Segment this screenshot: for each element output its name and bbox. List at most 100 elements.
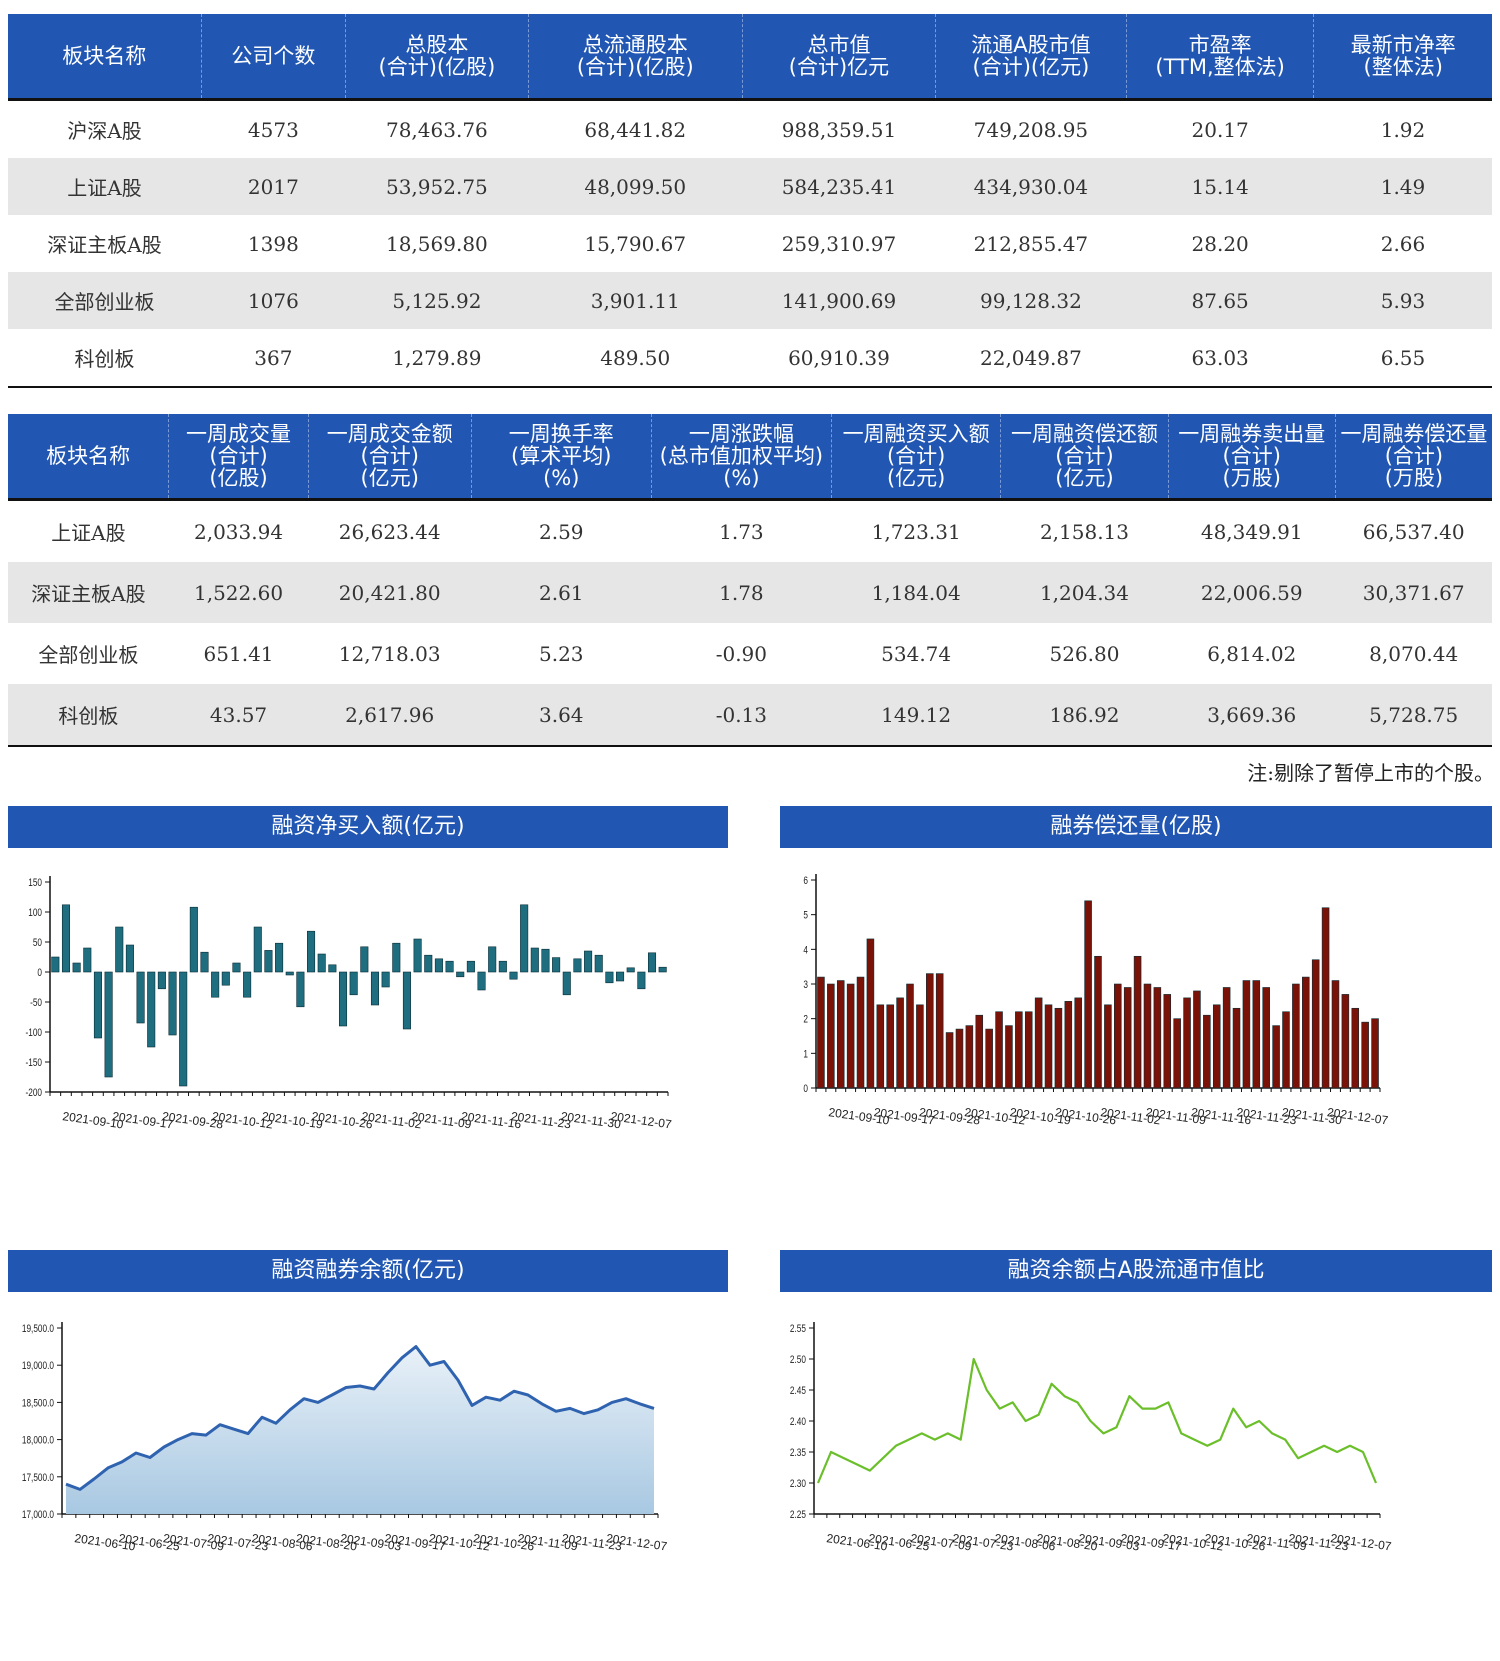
value-cell: 48,099.50 [528, 158, 743, 215]
bar [975, 1014, 984, 1089]
bar [1024, 1011, 1033, 1089]
bar [1311, 959, 1320, 1089]
bar [189, 906, 198, 973]
y-tick-label: 2.55 [790, 1323, 806, 1335]
bar [552, 957, 561, 973]
bar [477, 971, 486, 991]
bar [285, 971, 294, 976]
bar [456, 971, 465, 978]
value-cell: 4573 [247, 117, 299, 142]
column-header: 一周融券卖出量 (合计) (万股) [1168, 414, 1336, 500]
y-tick-label: -50 [30, 997, 42, 1009]
bar [221, 971, 230, 986]
column-header-line: (%) [723, 466, 760, 490]
bar [168, 971, 177, 1036]
value-cell: 1.49 [1313, 158, 1492, 215]
bar [317, 953, 326, 973]
value-cell: 534.74 [881, 641, 952, 666]
value-cell: 186.92 [1000, 684, 1169, 746]
row-label-cell: 深证主板A股 [47, 233, 162, 257]
y-tick-label: 2.40 [790, 1416, 807, 1428]
bar [157, 971, 166, 990]
column-header: 最新市净率 (整体法) [1313, 14, 1492, 100]
value-cell: 3,669.36 [1168, 684, 1336, 746]
bar [381, 971, 390, 988]
table-row: 深证主板A股 1398 18,569.80 15,790.67 259,310.97 21… [8, 215, 1492, 272]
bar [72, 962, 81, 973]
column-header-line: (亿元) [1055, 466, 1114, 490]
column-header: 板块名称 [8, 414, 170, 500]
value-cell: 367 [254, 345, 293, 370]
table-row: 上证A股 2017 53,952.75 48,099.50 584,235.41 434,… [8, 158, 1492, 215]
chart-net-margin-buy: 150100500-50-100-150-2002021-09-102021-0… [25, 876, 673, 1132]
bar [360, 946, 369, 973]
bar [1173, 1018, 1181, 1089]
y-tick-label: 50 [33, 937, 43, 949]
value-cell: 149.12 [831, 684, 1001, 746]
table-row: 深证主板A股 1,522.60 20,421.80 2.61 1.78 1,184.04 1… [8, 562, 1492, 623]
value-cell: 584,235.41 [742, 158, 936, 215]
value-cell: 489.50 [600, 345, 671, 370]
bar [562, 971, 571, 996]
bar [926, 973, 934, 1089]
value-cell: 48,349.91 [1200, 519, 1303, 544]
bar [296, 971, 305, 1008]
y-tick-label: 3 [803, 979, 808, 991]
bar [906, 983, 914, 1089]
weekly-trading-table: 板块名称 一周成交量 (合计) (亿股) 一周成交金额 (合计) (亿元) 一周换手率 (算术平… [8, 414, 1492, 747]
column-header: 板块名称 [8, 14, 202, 100]
value-cell: 53,952.75 [345, 158, 529, 215]
bar [935, 973, 944, 1089]
value-cell: 2,033.94 [193, 519, 284, 544]
value-cell: 259,310.97 [781, 231, 897, 256]
row-label-cell: 沪深A股 [67, 119, 142, 143]
column-header-line: 一周融资买入额 [842, 422, 990, 446]
column-header-line: 一周融券偿还量 [1340, 422, 1488, 446]
bar [827, 983, 835, 1089]
bar [1212, 1004, 1221, 1089]
value-cell: 651.41 [203, 641, 274, 666]
column-header-line: 公司个数 [231, 44, 316, 68]
bar [1351, 1007, 1360, 1089]
value-cell: 1,204.34 [1000, 562, 1169, 623]
column-header-line: (合计) [1222, 444, 1281, 468]
bar [1292, 983, 1300, 1089]
column-header: 一周融资买入额 (合计) (亿元) [831, 414, 1002, 500]
value-cell: 3.64 [471, 684, 652, 746]
column-header-line: (合计)(亿股) [576, 55, 694, 79]
column-header-line: 一周涨跌幅 [688, 422, 794, 446]
value-cell: 22,006.59 [1168, 562, 1336, 623]
y-tick-label: 0 [37, 967, 42, 979]
table-row: 上证A股 2,033.94 26,623.44 2.59 1.73 1,723.31 2,1… [8, 500, 1492, 563]
column-header: 流通A股市值 (合计)(亿元) [935, 14, 1127, 100]
column-header-line: (合计) [886, 444, 946, 468]
value-cell: 18,569.80 [385, 231, 488, 256]
bar [264, 950, 273, 973]
chart-title-net-margin-buy: 融资净买入额(亿元) [8, 806, 728, 848]
table-row: 沪深A股 4573 78,463.76 68,441.82 988,359.51 749,… [8, 100, 1492, 159]
y-tick-label: 2.50 [790, 1354, 807, 1366]
value-cell: 20.17 [1191, 117, 1249, 142]
bar [253, 926, 262, 973]
table-row: 科创板 367 1,279.89 489.50 60,910.39 22,049.87 63… [8, 329, 1492, 387]
value-cell: 28.20 [1191, 231, 1249, 256]
value-cell: 2017 [201, 158, 346, 215]
column-header-line: (合计) [360, 444, 419, 468]
column-header-line: 板块名称 [46, 444, 131, 468]
y-tick-label: 2.35 [790, 1447, 806, 1459]
row-label-cell: 科创板 [8, 684, 169, 746]
bar [876, 1004, 885, 1089]
value-cell: 988,359.51 [781, 117, 897, 142]
column-header-line: 总股本 [405, 33, 469, 57]
value-cell: 434,930.04 [935, 158, 1127, 215]
row-label-cell: 科创板 [74, 347, 135, 371]
column-header-line: (合计)(亿股) [378, 55, 496, 79]
column-header: 一周涨跌幅 (总市值加权平均) (%) [651, 414, 832, 500]
bar [1242, 980, 1251, 1089]
bar [1252, 980, 1261, 1089]
column-header-line: (亿元) [886, 466, 946, 490]
bar [866, 938, 875, 1089]
bar [817, 976, 825, 1089]
value-cell: 2.59 [538, 519, 584, 544]
bar [626, 967, 635, 973]
